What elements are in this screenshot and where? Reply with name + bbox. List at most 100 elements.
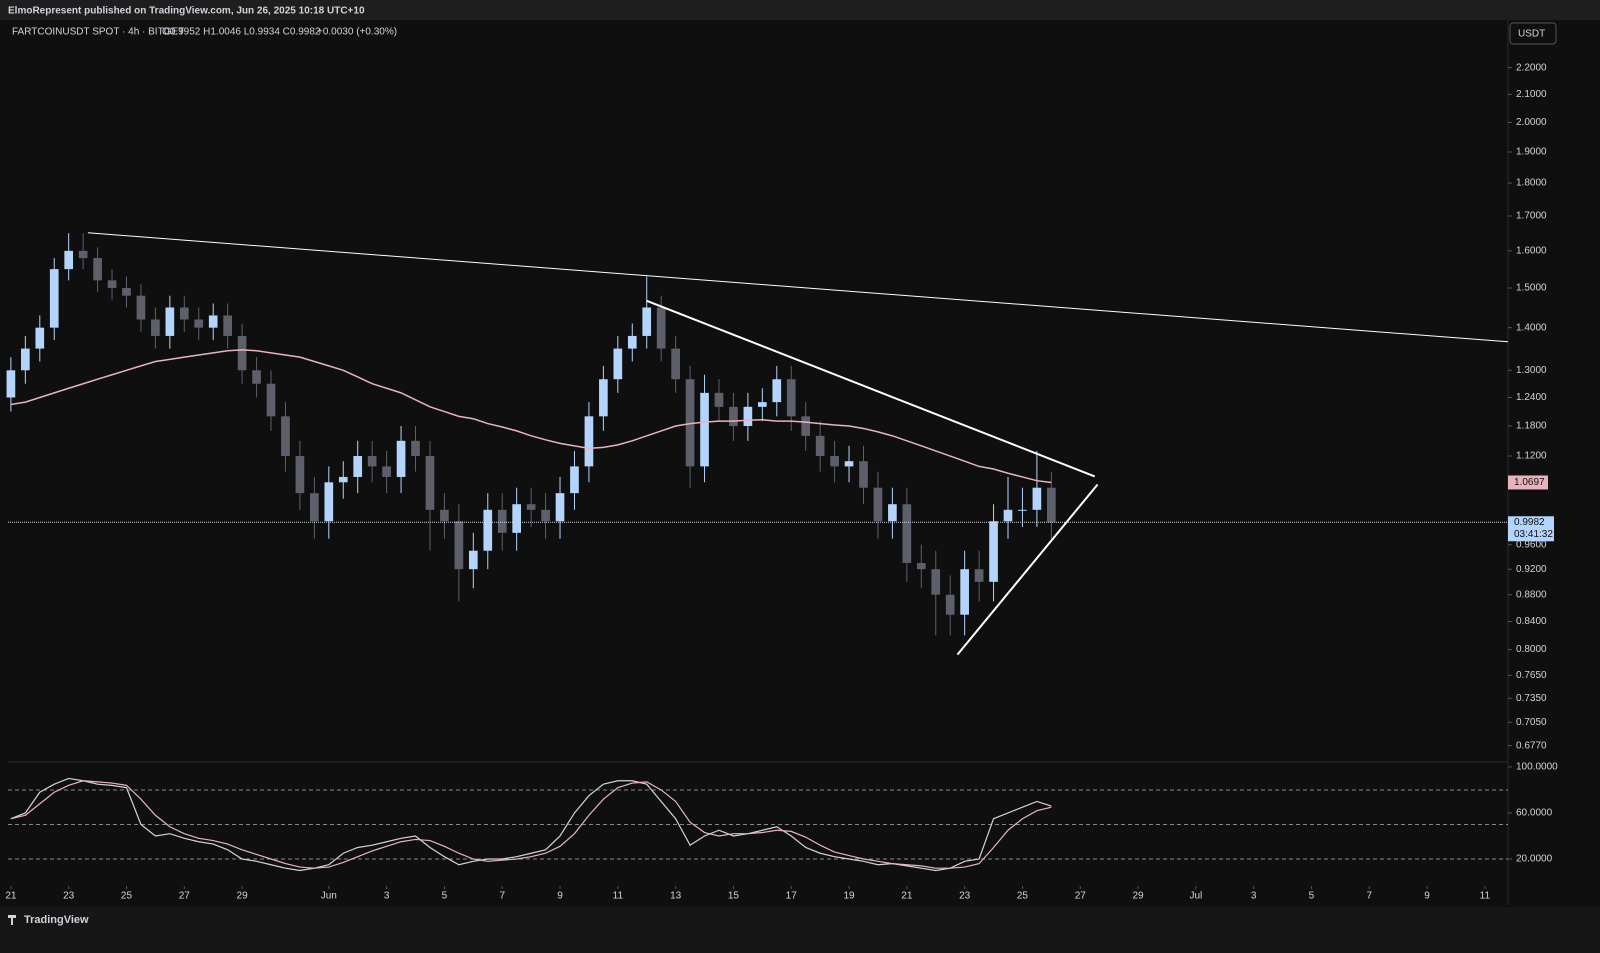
candle-body — [151, 319, 160, 336]
candle-body — [136, 295, 146, 320]
candle-body — [671, 348, 680, 380]
candle-body — [526, 504, 536, 510]
y-tick-label: 1.5000 — [1516, 283, 1547, 294]
candle-body — [974, 569, 984, 582]
candle-body — [324, 482, 334, 522]
x-tick-label: 21 — [901, 891, 913, 902]
x-tick-label: 23 — [959, 891, 971, 902]
candle-body — [266, 383, 276, 417]
candle-body — [844, 461, 854, 467]
candle-body — [700, 392, 709, 467]
ma-value-box — [1508, 475, 1548, 490]
y-tick-label: 1.1800 — [1516, 421, 1547, 432]
candle-body — [295, 456, 305, 494]
candle-body — [714, 392, 724, 407]
candle-body — [960, 569, 969, 615]
last-price-box — [1508, 516, 1554, 542]
candle-body — [743, 406, 753, 427]
candle-body — [1003, 509, 1013, 522]
ma-value-label: 1.0697 — [1514, 477, 1545, 488]
x-tick-label: 3 — [1251, 891, 1257, 902]
candle-body — [1047, 487, 1056, 523]
publisher: ElmoRepresent published on TradingView.c… — [8, 6, 365, 17]
candle-body — [989, 521, 998, 582]
candle-body — [642, 307, 652, 336]
indicator-line — [10, 777, 1052, 872]
candle-body — [338, 476, 348, 483]
x-tick-label: 25 — [1017, 891, 1029, 902]
candle-body — [873, 487, 883, 522]
candle-body — [208, 315, 218, 328]
candle-body — [165, 307, 175, 336]
y-tick-label: 2.2000 — [1516, 62, 1547, 73]
y-tick-label: 1.2400 — [1516, 392, 1547, 403]
x-tick-label: 29 — [1132, 891, 1144, 902]
x-tick-label: 9 — [557, 891, 563, 902]
candle-body — [512, 504, 522, 533]
x-tick-label: 27 — [179, 891, 191, 902]
candle-body — [425, 456, 435, 510]
trendline — [956, 483, 1099, 656]
x-tick-label: 11 — [613, 891, 624, 902]
candle-body — [1032, 487, 1042, 510]
x-tick-label: 15 — [728, 891, 740, 902]
x-tick-label: 17 — [786, 891, 798, 902]
candle-body — [78, 250, 88, 259]
y-tick-label: 1.3000 — [1516, 365, 1547, 376]
candle-body — [440, 509, 449, 522]
candle-body — [483, 509, 493, 551]
candle-body — [64, 250, 74, 270]
x-tick-label: 21 — [5, 891, 17, 902]
candle-body — [454, 521, 464, 570]
candle-body — [107, 280, 117, 288]
x-tick-label: 13 — [670, 891, 682, 902]
candle-body — [6, 370, 16, 398]
indicator-line — [10, 780, 1052, 869]
x-tick-label: 11 — [1480, 891, 1491, 902]
y-tick-label: 1.7000 — [1516, 211, 1547, 222]
x-tick-label: 23 — [63, 891, 75, 902]
candle-body — [859, 461, 868, 488]
top-bar — [0, 0, 1600, 20]
y-tick-label: 0.7350 — [1516, 693, 1547, 704]
candle-body — [35, 327, 45, 349]
currency[interactable]: USDT — [1518, 29, 1545, 40]
x-tick-label: 9 — [1424, 891, 1430, 902]
candle-body — [685, 379, 695, 467]
symbol: FARTCOINUSDT SPOT · 4h · BITGET — [12, 27, 184, 38]
x-tick-label: 19 — [843, 891, 855, 902]
candle-body — [599, 379, 608, 417]
x-tick-label: Jun — [321, 891, 337, 902]
x-tick-label: 29 — [237, 891, 249, 902]
y-tick-label: 20.0000 — [1516, 854, 1553, 865]
footer — [0, 907, 1600, 953]
candle-body — [570, 466, 579, 494]
y-tick-label: 1.4000 — [1516, 322, 1547, 333]
candle-body — [801, 416, 811, 436]
y-tick-label: 0.7050 — [1516, 717, 1547, 728]
currency-button[interactable] — [1509, 22, 1557, 45]
candle-body — [382, 466, 391, 477]
y-tick-label: 2.1000 — [1516, 89, 1547, 100]
candle-body — [772, 379, 782, 403]
logo: TradingView — [24, 914, 89, 926]
candle-body — [786, 379, 796, 417]
logo-icon — [8, 915, 16, 925]
candle-body — [931, 569, 941, 595]
candle-body — [656, 307, 666, 349]
candle-body — [945, 594, 955, 615]
x-tick-label: 3 — [384, 891, 390, 902]
trendline — [646, 299, 1096, 478]
candle-body — [468, 550, 478, 570]
moving-average — [10, 349, 1052, 484]
trendline — [87, 232, 1509, 343]
y-tick-label: 0.8800 — [1516, 589, 1547, 600]
candle-body — [613, 348, 623, 380]
candle-body — [758, 402, 767, 407]
candle-body — [367, 456, 377, 467]
candle-body — [281, 416, 290, 457]
ohlc: O0.9952 H1.0046 L0.9934 C0.9982 — [162, 27, 321, 38]
candle-body — [237, 335, 247, 371]
candle-body — [353, 456, 363, 477]
